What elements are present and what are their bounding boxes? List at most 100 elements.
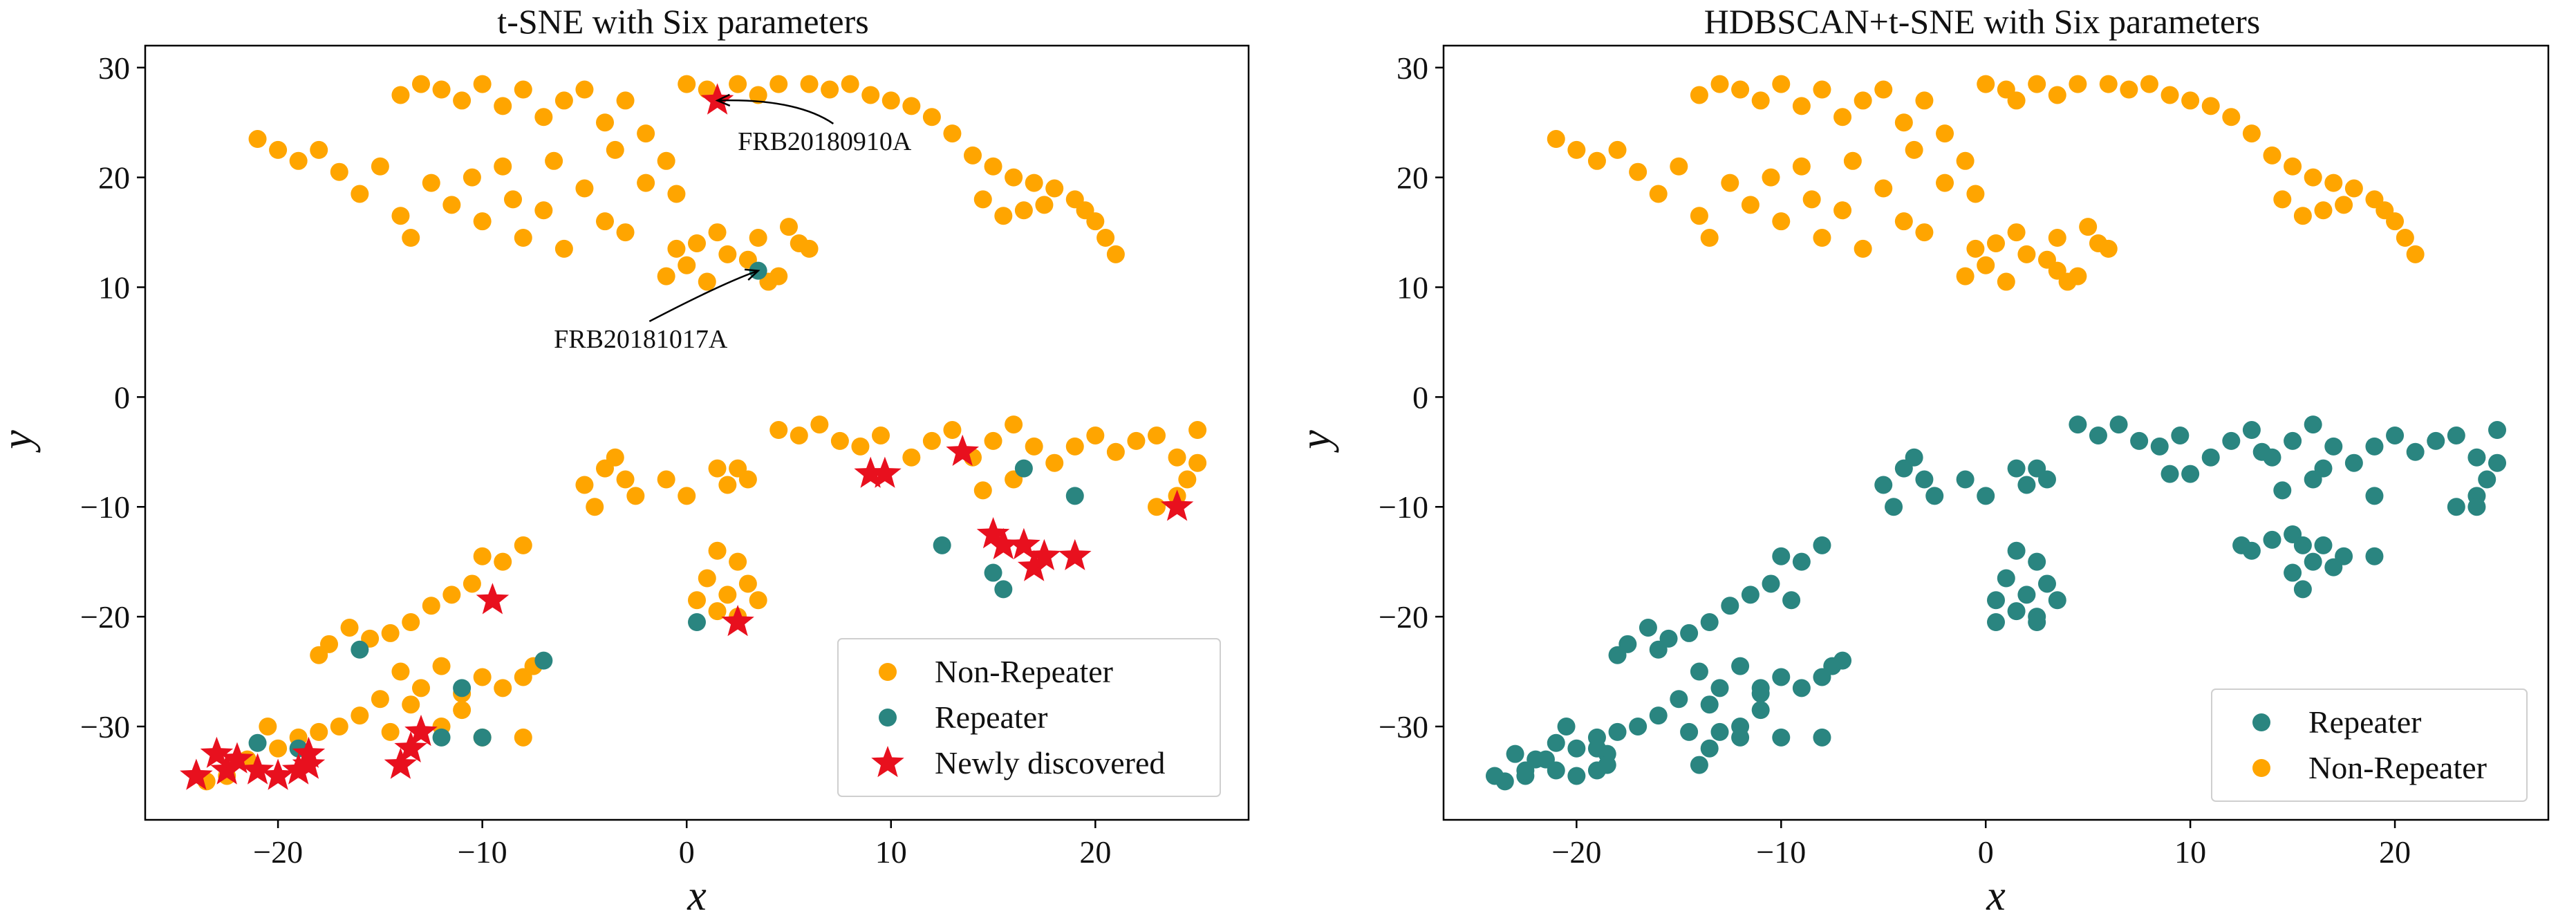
data-point	[269, 739, 288, 758]
data-point-star	[281, 753, 315, 785]
data-point	[2263, 448, 2281, 467]
data-point	[1741, 586, 1760, 604]
data-point	[1168, 448, 1186, 467]
data-point	[2293, 580, 2312, 599]
data-point-star	[394, 731, 427, 762]
data-point-star	[292, 747, 326, 779]
data-point	[432, 657, 451, 675]
data-point	[514, 728, 532, 747]
data-point	[2222, 431, 2241, 450]
y-tick-label: 20	[98, 160, 130, 196]
data-point	[698, 569, 716, 588]
data-point	[2007, 223, 2026, 242]
data-point	[1813, 229, 1831, 247]
data-point	[729, 552, 747, 571]
data-point	[708, 602, 727, 621]
data-point	[1721, 174, 1739, 192]
plot-frame	[1442, 44, 2550, 821]
data-point	[708, 223, 727, 242]
data-point	[1854, 239, 1872, 258]
data-point	[851, 437, 870, 456]
data-point	[1977, 487, 1995, 505]
data-point	[2467, 498, 2486, 516]
data-point	[1639, 618, 1657, 637]
data-point	[1710, 75, 1729, 93]
y-tick-label: −10	[1379, 489, 1428, 525]
data-point	[1629, 717, 1648, 736]
data-point	[432, 728, 451, 747]
data-point	[473, 75, 492, 93]
data-point	[1813, 536, 1831, 554]
data-point	[1874, 80, 1893, 99]
legend: Non-Repeater Repeater Newly discovered	[837, 638, 1221, 797]
data-point	[545, 151, 563, 170]
data-point	[616, 223, 635, 242]
data-point	[2201, 97, 2220, 115]
data-point	[698, 272, 716, 291]
data-point	[586, 498, 604, 516]
data-point	[1833, 201, 1852, 220]
data-point	[1772, 212, 1791, 231]
data-point-star	[721, 605, 754, 637]
data-point	[2007, 91, 2026, 110]
data-point	[2069, 75, 2087, 93]
x-tick-label: 0	[1978, 834, 1994, 870]
data-point	[1762, 574, 1780, 593]
data-point	[1045, 453, 1064, 472]
scatter-points	[1485, 75, 2507, 791]
data-point	[1567, 140, 1586, 159]
data-point	[1936, 124, 1954, 143]
data-point	[1813, 728, 1831, 747]
annotation: FRB20180910A	[715, 93, 912, 156]
data-point	[1649, 640, 1668, 659]
data-point	[494, 552, 512, 571]
data-point	[2304, 415, 2322, 434]
data-point	[442, 196, 461, 214]
data-point	[2335, 547, 2353, 565]
data-point	[351, 185, 369, 203]
y-tick-label: −20	[80, 599, 130, 635]
data-point	[1874, 179, 1893, 198]
x-tick-label: 20	[2379, 834, 2411, 870]
legend-box	[837, 638, 1221, 797]
data-point	[688, 591, 706, 610]
data-point	[1567, 739, 1586, 758]
data-point-star	[180, 758, 213, 790]
data-point	[1977, 256, 1995, 274]
data-point-star	[976, 517, 1010, 549]
data-point	[575, 476, 594, 494]
annotation-label: FRB20180910A	[738, 127, 912, 156]
data-point	[1813, 80, 1831, 99]
data-point	[453, 91, 472, 110]
data-point	[259, 717, 277, 736]
y-tick-label: 30	[1397, 50, 1428, 86]
data-point	[473, 547, 492, 565]
data-point	[2242, 541, 2261, 560]
data-point	[2293, 536, 2312, 554]
data-point	[442, 586, 461, 604]
data-point	[1731, 80, 1750, 99]
data-point	[534, 201, 553, 220]
y-tick-label: 10	[1397, 270, 1428, 306]
data-point	[2048, 229, 2066, 247]
data-point	[657, 267, 675, 285]
data-point	[371, 690, 389, 709]
data-point	[1792, 552, 1811, 571]
data-point	[708, 459, 727, 478]
series-newly-discovered	[180, 83, 1194, 790]
data-point	[606, 140, 624, 159]
data-point	[310, 646, 328, 664]
data-point	[1772, 728, 1791, 747]
data-point	[514, 536, 532, 554]
data-point-star	[404, 714, 438, 747]
data-point-star	[987, 527, 1020, 560]
data-point	[402, 695, 420, 714]
data-point	[1629, 162, 1648, 181]
data-point-star	[1007, 527, 1040, 560]
data-point	[637, 174, 655, 192]
data-point	[1792, 679, 1811, 697]
data-point	[2406, 442, 2425, 461]
data-point	[289, 151, 308, 170]
data-point	[688, 234, 706, 252]
